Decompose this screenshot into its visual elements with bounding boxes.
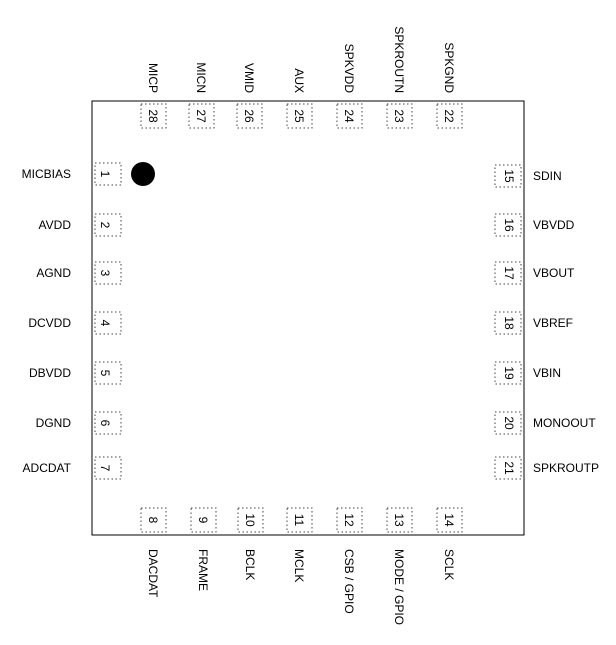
pin-pad-24 <box>336 103 363 129</box>
pin-pad-18 <box>494 311 522 335</box>
pin-number-1: 1 <box>98 171 112 178</box>
pin-pad-14 <box>436 507 463 533</box>
pin-pad-15 <box>494 164 522 188</box>
pin-pad-4 <box>94 311 122 335</box>
pin-number-16: 16 <box>502 218 516 232</box>
pin-number-26: 26 <box>242 109 256 123</box>
pin-pad-22 <box>436 103 463 129</box>
pin-pad-28 <box>140 103 167 129</box>
pin-label-18: VBREF <box>533 316 573 330</box>
pin-label-21: SPKROUTP <box>533 461 599 475</box>
pin-label-1: MICBIAS <box>22 167 71 181</box>
pin-label-10: BCLK <box>243 549 257 580</box>
pin-number-8: 8 <box>146 517 160 524</box>
pin-label-2: AVDD <box>39 218 72 232</box>
pin-label-8: DACDAT <box>146 549 160 598</box>
pin-number-14: 14 <box>442 513 456 527</box>
pin-pad-13 <box>386 507 413 533</box>
pin-number-3: 3 <box>98 270 112 277</box>
pin-label-4: DCVDD <box>28 316 71 330</box>
pin-number-9: 9 <box>196 517 210 524</box>
pin-label-15: SDIN <box>533 169 562 183</box>
pin-label-20: MONOOUT <box>533 416 596 430</box>
pin-number-11: 11 <box>292 514 306 527</box>
pin-pad-25 <box>286 103 313 129</box>
pin-number-4: 4 <box>98 320 112 327</box>
pin-pad-17 <box>494 261 522 285</box>
pin-pad-2 <box>94 213 122 237</box>
pin-pad-23 <box>386 103 413 129</box>
pin-label-22: SPKGND <box>442 42 456 93</box>
pin-label-5: DBVDD <box>29 366 71 380</box>
pin-pad-1 <box>94 162 122 186</box>
pin-label-11: MCLK <box>292 549 306 582</box>
pin-pad-5 <box>94 361 122 385</box>
pin-number-25: 25 <box>292 109 306 123</box>
pin-number-27: 27 <box>194 109 208 123</box>
pin-pad-21 <box>494 456 522 480</box>
pin-pad-19 <box>494 361 522 385</box>
pin-number-18: 18 <box>502 316 516 330</box>
pin-number-19: 19 <box>502 366 516 380</box>
pin-label-7: ADCDAT <box>23 461 72 475</box>
pin-pad-27 <box>188 103 215 129</box>
pin-pad-20 <box>494 411 522 435</box>
pin-pad-11 <box>286 507 313 533</box>
pin-number-6: 6 <box>98 420 112 427</box>
pin-label-16: VBVDD <box>533 218 575 232</box>
pin-number-7: 7 <box>98 465 112 472</box>
pin-number-24: 24 <box>342 109 356 123</box>
pin-number-5: 5 <box>98 370 112 377</box>
pin-number-28: 28 <box>146 109 160 123</box>
pin-label-25: AUX <box>292 68 306 93</box>
pin-pad-12 <box>336 507 363 533</box>
pin-number-12: 12 <box>342 513 356 527</box>
pin-pad-8 <box>140 507 167 533</box>
pin-number-13: 13 <box>392 513 406 527</box>
pin-label-17: VBOUT <box>533 266 575 280</box>
pins-layer: 1 MICBIAS 2 AVDD 3 AGND 4 DCVDD 5 DBVDD 6 DGND 7 ADCD… <box>22 26 599 625</box>
pin-number-22: 22 <box>442 109 456 123</box>
pin-label-23: SPKROUTN <box>392 26 406 93</box>
pin-number-10: 10 <box>243 513 257 527</box>
chip-body <box>91 100 525 536</box>
pin-label-19: VBIN <box>533 366 561 380</box>
pin-label-9: FRAME <box>196 549 210 591</box>
pin-label-3: AGND <box>36 266 71 280</box>
pin-label-6: DGND <box>36 416 72 430</box>
pin-number-20: 20 <box>502 416 516 430</box>
pin-pad-26 <box>236 103 263 129</box>
pin-number-23: 23 <box>392 109 406 123</box>
pin-pad-10 <box>237 507 264 533</box>
pin-label-24: SPKVDD <box>342 44 356 94</box>
pin-pad-7 <box>94 456 122 480</box>
pin-label-12: CSB / GPIO <box>342 549 356 614</box>
pin-number-2: 2 <box>98 222 112 229</box>
pin-label-27: MICN <box>194 62 208 93</box>
pin-label-13: MODE / GPIO <box>392 549 406 625</box>
pin-number-21: 21 <box>502 461 516 475</box>
pin-number-17: 17 <box>502 266 516 280</box>
pin-number-15: 15 <box>502 169 516 183</box>
pin-pad-6 <box>94 411 122 435</box>
pin1-indicator-dot <box>131 162 155 186</box>
pin-label-28: MICP <box>146 63 160 93</box>
pin-pad-16 <box>494 213 522 237</box>
pin-label-14: SCLK <box>442 549 456 580</box>
pin-label-26: VMID <box>242 63 256 93</box>
pin-pad-3 <box>94 261 122 285</box>
pin-pad-9 <box>190 507 217 533</box>
